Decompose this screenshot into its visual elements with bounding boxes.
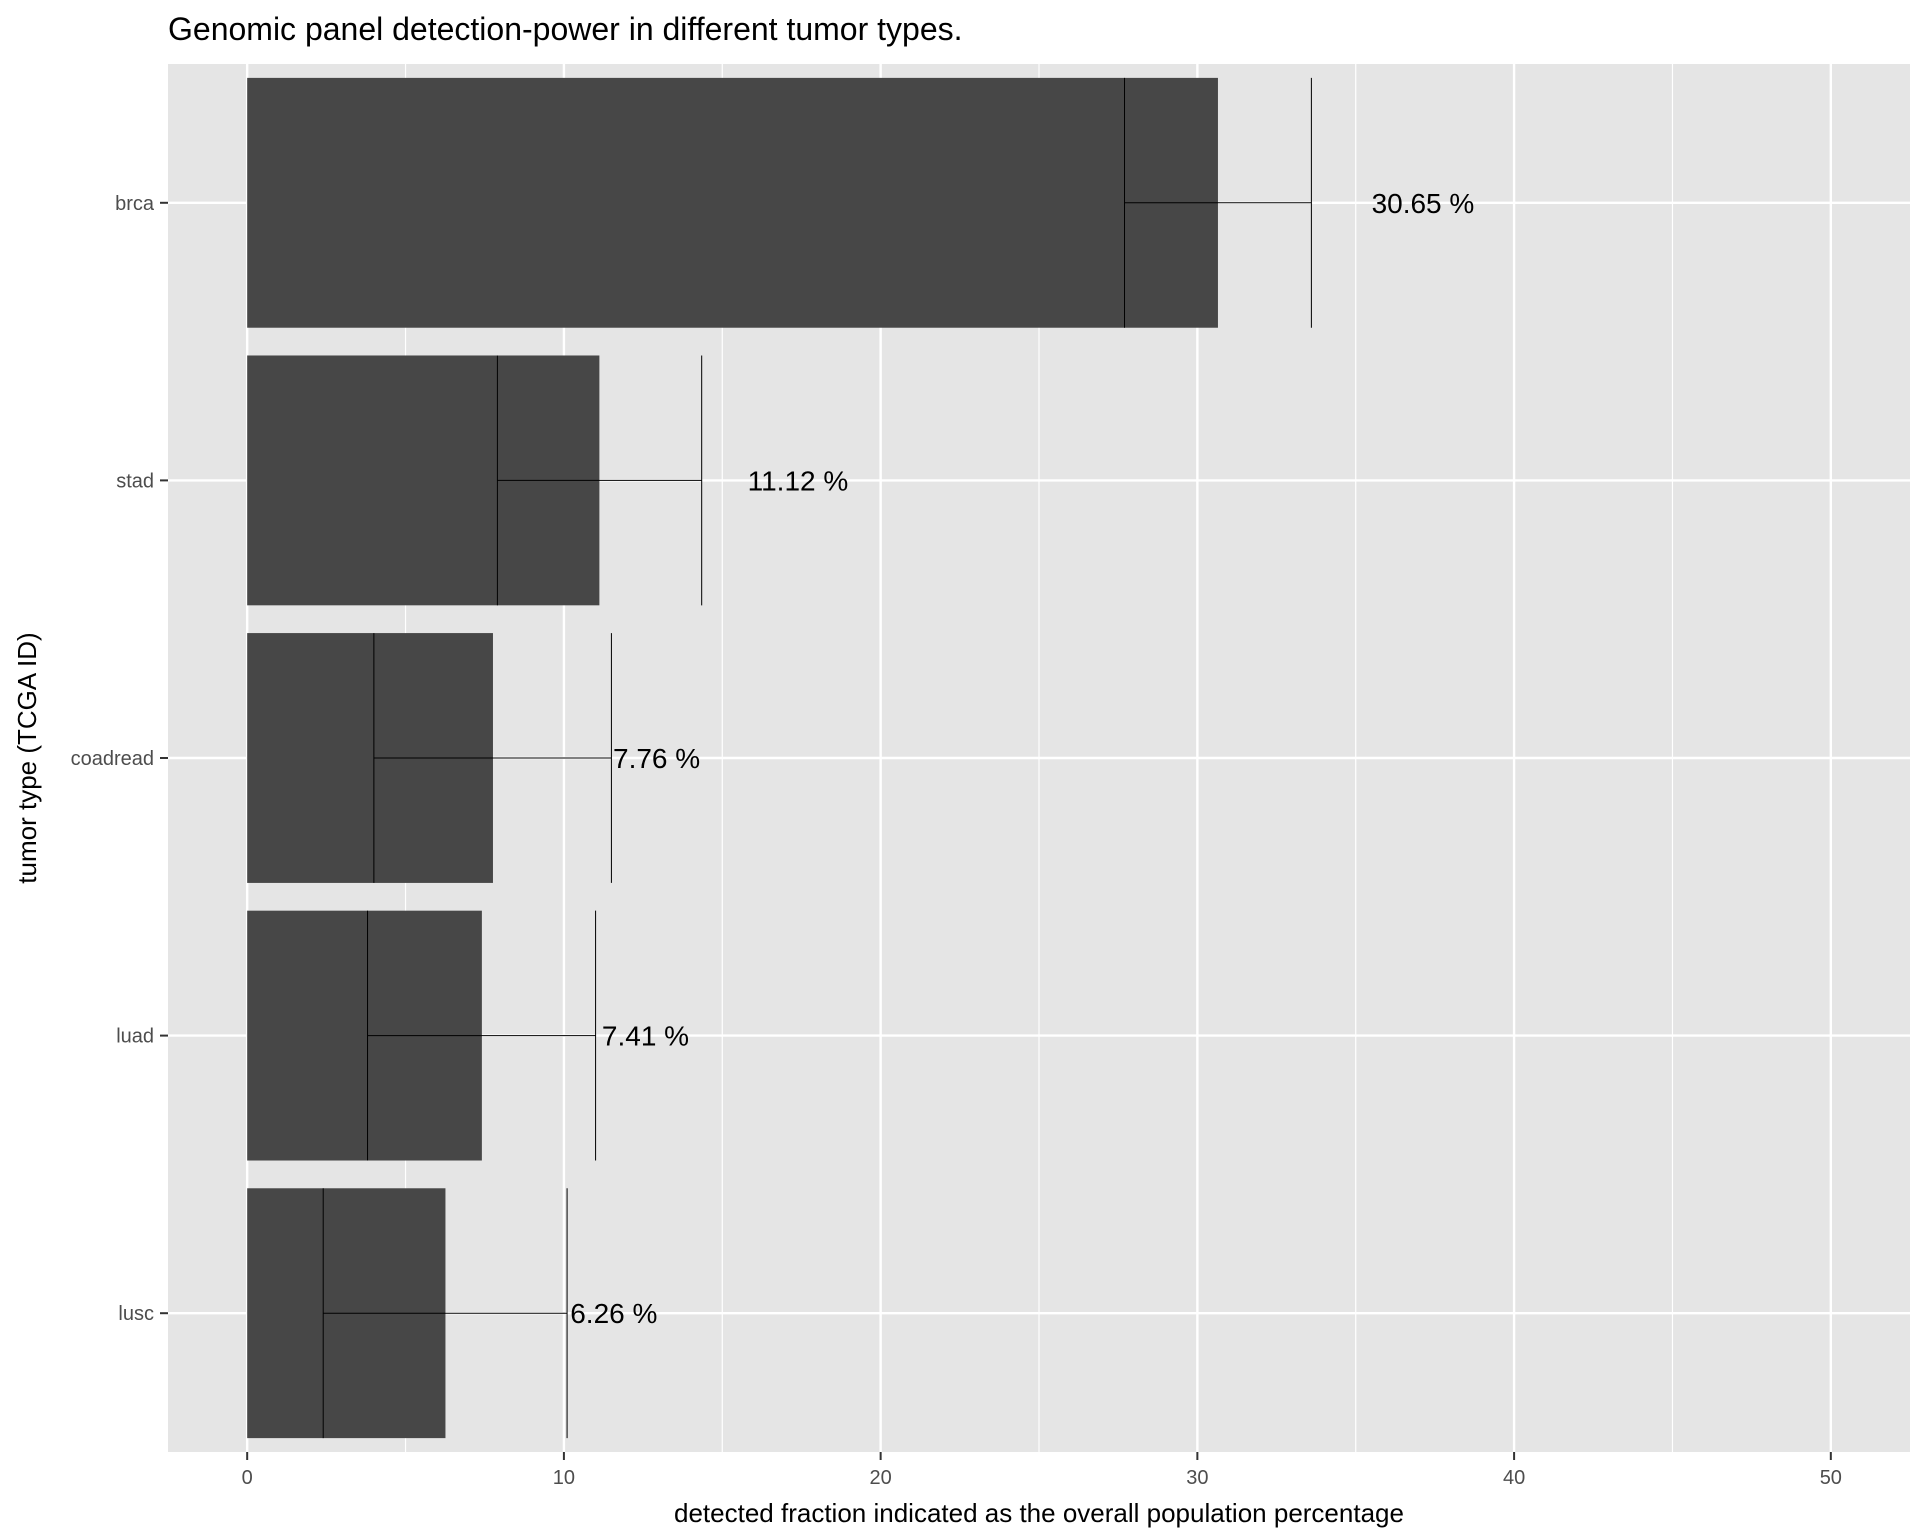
x-tick-label: 20 [870,1467,892,1489]
data-label-stad: 11.12 % [748,465,849,496]
y-axis-title: tumor type (TCGA ID) [12,632,42,883]
x-axis-title: detected fraction indicated as the overa… [674,1498,1404,1528]
x-tick-label: 30 [1186,1467,1208,1489]
y-tick-label-luad: luad [116,1026,154,1048]
data-label-luad: 7.41 % [602,1021,689,1052]
error-bar-luad [367,910,597,1161]
error-bar-brca [1124,77,1312,328]
data-label-brca: 30.65 % [1372,188,1475,219]
data-label-coadread: 7.76 % [613,743,700,774]
x-tick-label: 10 [553,1467,575,1489]
data-label-lusc: 6.26 % [570,1298,657,1329]
y-tick-label-coadread: coadread [71,748,154,770]
error-bar-stad [496,355,703,606]
error-bar-lusc [322,1188,568,1439]
data-labels: 30.65 % 11.12 % 7.76 % 7.41 % 6.26 % [570,188,1474,1329]
error-bars [322,77,1312,1439]
chart-title: Genomic panel detection-power in differe… [168,11,963,47]
x-tick-label: 0 [242,1467,253,1489]
x-tick-label: 50 [1820,1467,1842,1489]
error-bar-coadread [373,633,612,883]
x-tick-label: 40 [1503,1467,1525,1489]
x-axis: 0 10 20 30 40 50 [242,1452,1842,1489]
y-tick-label-stad: stad [116,470,154,492]
bar-brca [247,77,1218,328]
y-tick-label-brca: brca [115,193,155,215]
y-tick-label-lusc: lusc [118,1303,154,1325]
y-axis: brca stad coadread luad lusc [71,193,168,1325]
